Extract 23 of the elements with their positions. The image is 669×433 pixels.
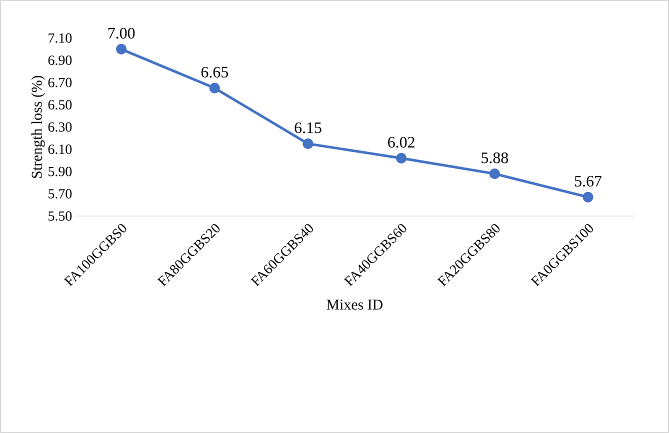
y-tick-label: 6.50 [48,100,72,110]
y-tick-label: 5.70 [48,189,72,199]
y-tick-label: 5.50 [48,211,72,221]
point [116,44,127,54]
point [302,138,314,150]
y-tick-label: 6.90 [48,56,72,66]
point [582,192,594,202]
point [489,168,500,180]
point [396,152,407,164]
y-tick-label: 6.70 [48,78,72,88]
x-axis-title: Mixes ID [326,300,382,310]
point [209,82,220,94]
y-tick-label: 6.10 [48,144,72,154]
y-tick-label: 5.90 [48,166,72,176]
data-label: 7.00 [108,28,135,39]
data-label: 6.65 [201,66,228,78]
data-label: 6.02 [388,136,414,148]
data-label: 6.15 [294,122,322,134]
data-label: 5.67 [574,176,602,187]
y-tick-label: 7.10 [48,33,72,43]
y-tick-label: 6.30 [48,122,72,132]
y-axis-title: Strength loss (%) [31,76,45,178]
data-label: 5.88 [482,152,508,164]
